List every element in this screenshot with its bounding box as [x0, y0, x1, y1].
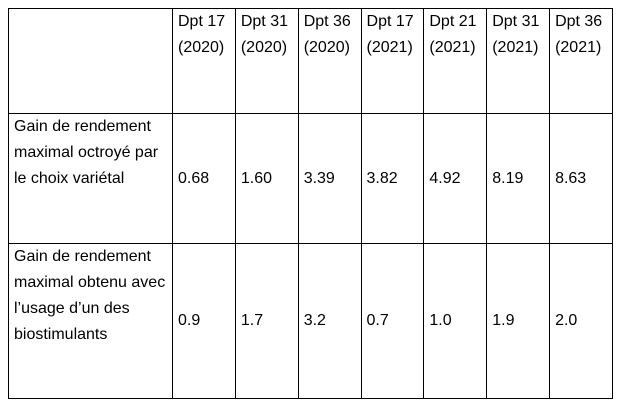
value-cell-text: 1.0 [429, 312, 452, 329]
header-cell: Dpt 21 (2021) [423, 8, 488, 114]
header-cell-text: Dpt 17 (2020) [178, 13, 226, 56]
value-cell: 1.9 [486, 243, 551, 399]
header-cell-text: Dpt 31 (2021) [492, 13, 540, 56]
value-cell: 8.63 [549, 113, 613, 244]
row-label-cell: Gain de rendement maximal octroyé par le… [8, 113, 173, 244]
value-cell: 3.82 [360, 113, 425, 244]
value-cell: 1.7 [234, 243, 299, 399]
value-cell-text: 3.2 [303, 312, 326, 329]
value-cell: 1.0 [423, 243, 488, 399]
header-cell: Dpt 36 (2021) [549, 8, 613, 114]
value-cell-text: 0.9 [178, 312, 201, 329]
header-cell-text: Dpt 21 (2021) [429, 13, 477, 56]
value-cell-text: 1.7 [240, 312, 264, 329]
value-cell: 0.7 [360, 243, 425, 399]
value-cell-text: 3.82 [366, 169, 398, 187]
value-cell-text: 4.92 [429, 169, 461, 187]
value-cell: 3.39 [297, 113, 362, 244]
data-row: Gain de rendement maximal obtenu avec l’… [8, 243, 613, 399]
value-cell: 8.19 [486, 113, 551, 244]
value-cell: 3.2 [297, 243, 362, 399]
row-label-cell-text: Gain de rendement maximal obtenu avec l’… [14, 248, 166, 343]
row-label-cell-text: Gain de rendement maximal octroyé par le… [14, 118, 159, 187]
value-cell: 2.0 [549, 243, 613, 399]
value-cell-text: 1.60 [240, 169, 272, 187]
value-cell-text: 8.19 [492, 169, 524, 187]
row-label-cell: Gain de rendement maximal obtenu avec l’… [8, 243, 173, 399]
value-cell-text: 1.9 [492, 312, 515, 329]
value-cell: 4.92 [423, 113, 488, 244]
table-body: Dpt 17 (2020) Dpt 31 (2020) Dpt 36 (2020) D… [8, 8, 613, 399]
header-cell-text: Dpt 36 (2020) [303, 13, 351, 56]
data-table: Dpt 17 (2020) Dpt 31 (2020) Dpt 36 (2020) D… [8, 8, 613, 399]
value-cell: 1.60 [234, 113, 299, 244]
header-cell: Dpt 36 (2020) [297, 8, 362, 114]
header-cell: Dpt 31 (2021) [486, 8, 551, 114]
data-row: Gain de rendement maximal octroyé par le… [8, 113, 613, 244]
value-cell: 0.9 [172, 243, 236, 399]
value-cell-text: 8.63 [555, 169, 587, 187]
value-cell-text: 0.7 [366, 312, 389, 329]
corner-cell [8, 8, 173, 114]
header-cell: Dpt 17 (2020) [172, 8, 236, 114]
header-cell-text: Dpt 36 (2021) [555, 13, 603, 56]
header-cell: Dpt 17 (2021) [360, 8, 425, 114]
value-cell-text: 0.68 [178, 169, 210, 187]
value-cell: 0.68 [172, 113, 236, 244]
value-cell-text: 2.0 [555, 312, 578, 329]
header-cell-text: Dpt 31 (2020) [240, 13, 288, 56]
header-cell-text: Dpt 17 (2021) [366, 13, 414, 56]
value-cell-text: 3.39 [303, 169, 335, 187]
header-row: Dpt 17 (2020) Dpt 31 (2020) Dpt 36 (2020) D… [8, 8, 613, 114]
header-cell: Dpt 31 (2020) [234, 8, 299, 114]
